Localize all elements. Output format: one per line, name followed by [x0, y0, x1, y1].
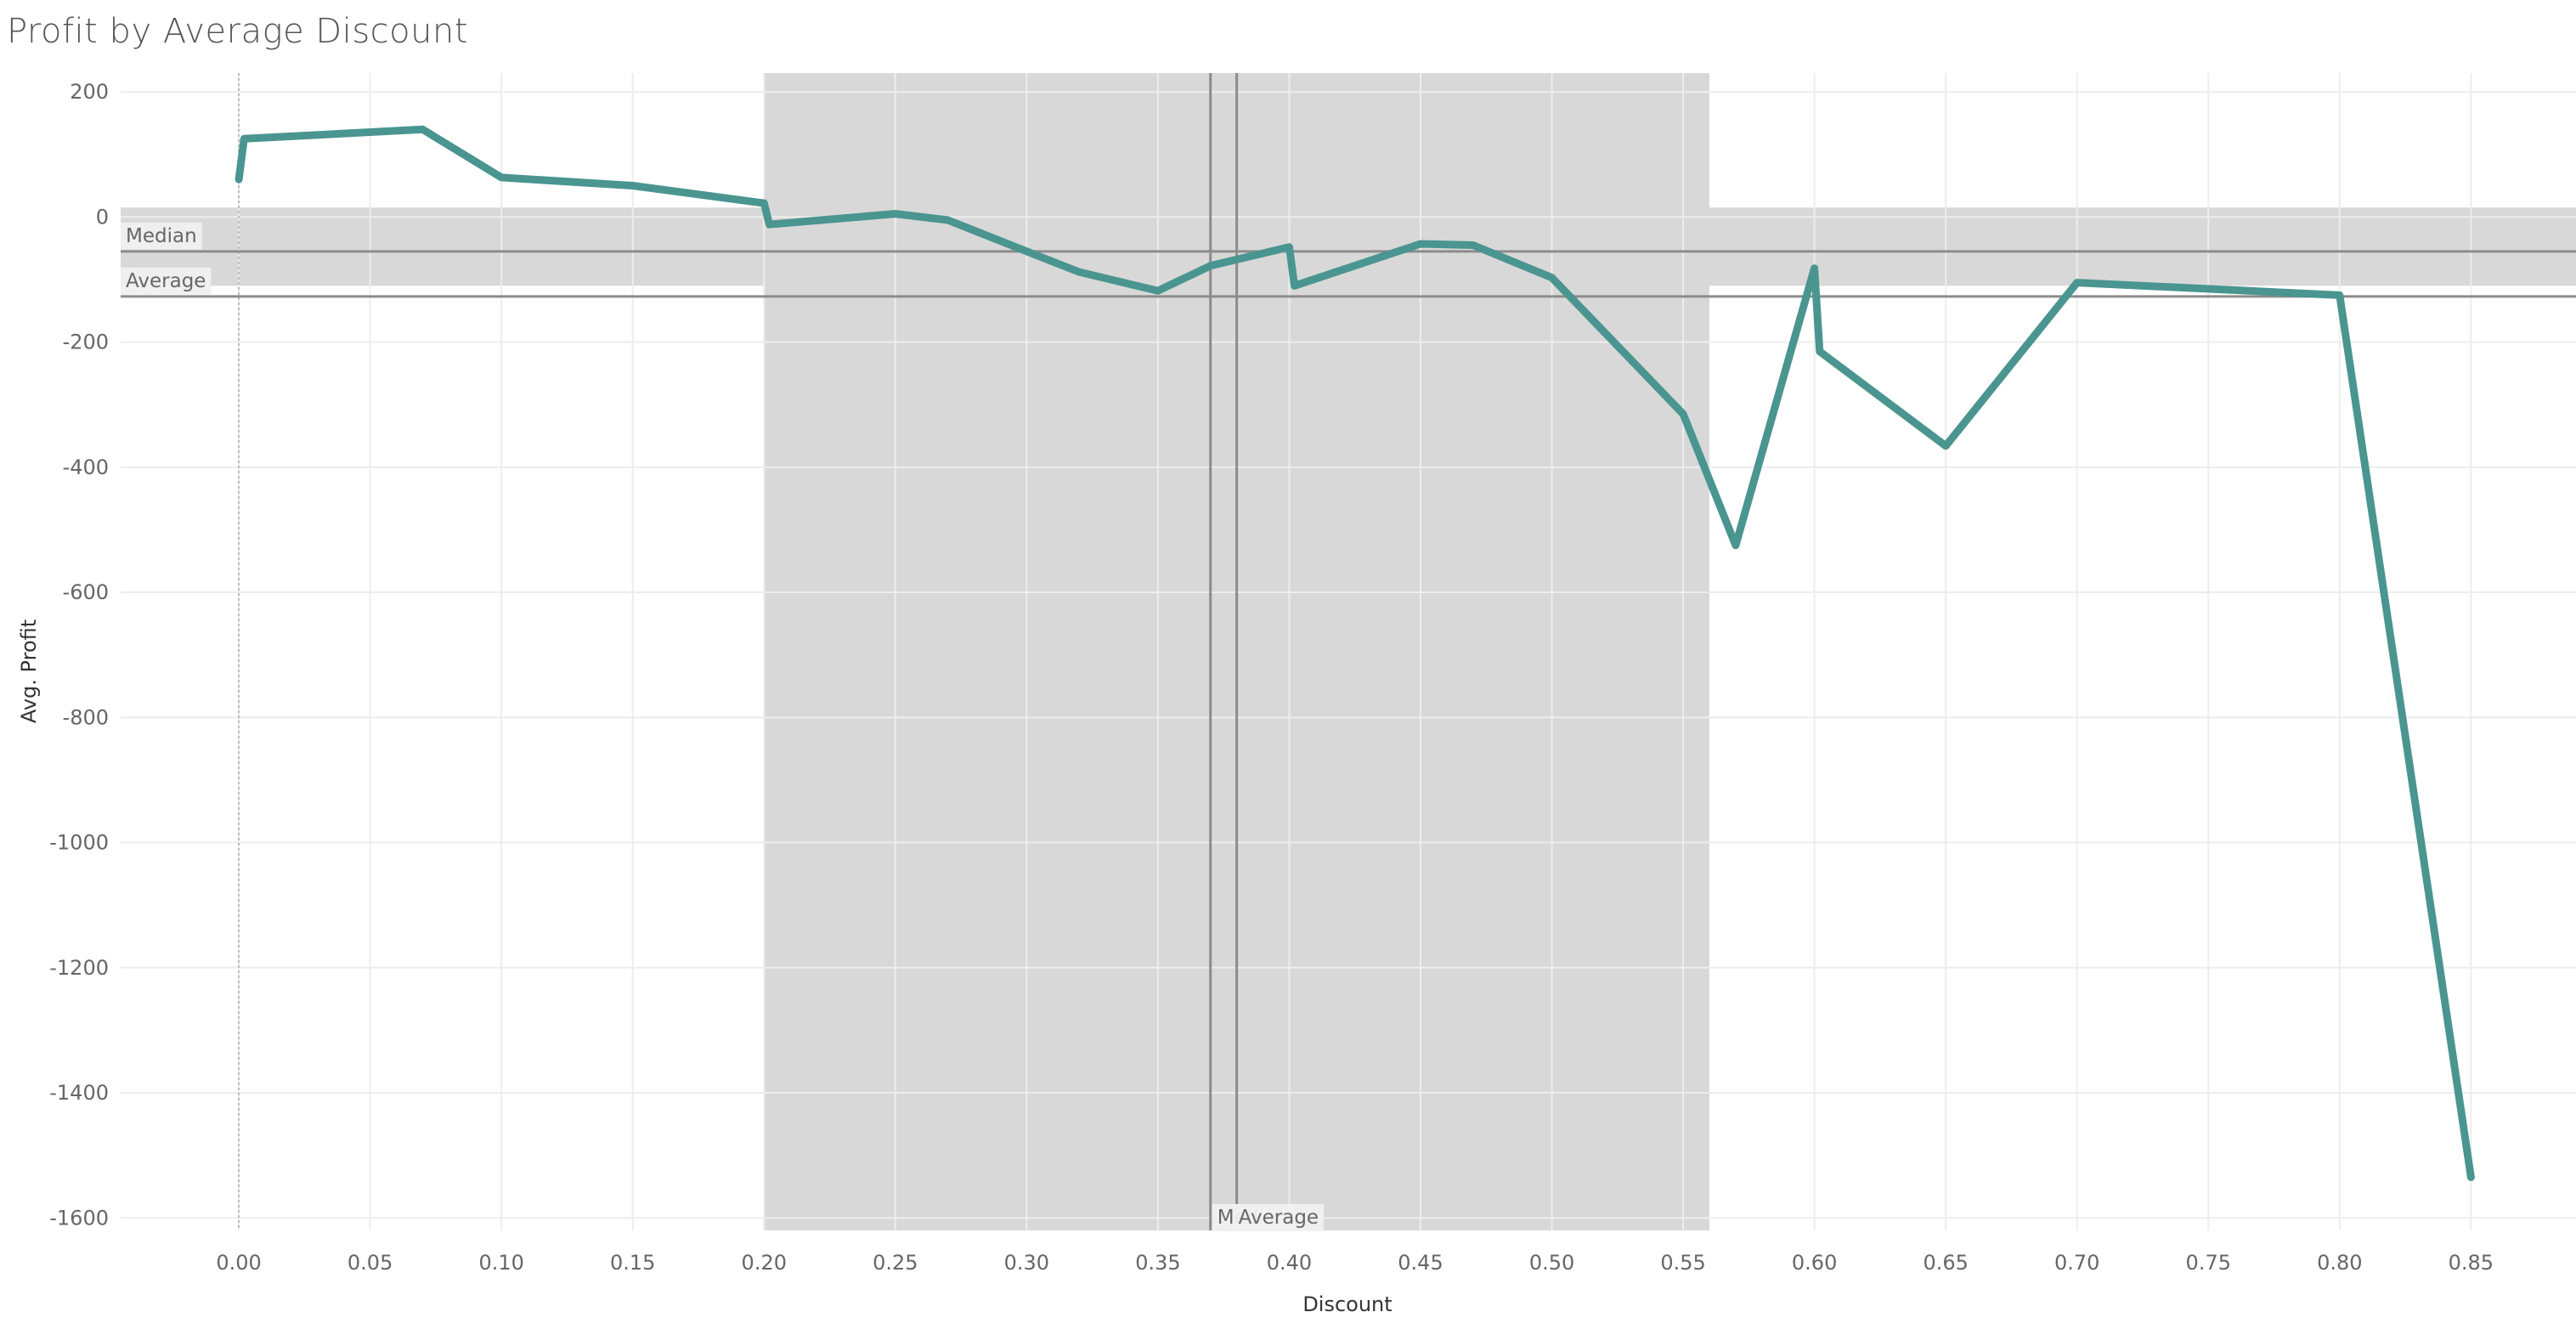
reference-labels: MedianAverageMedianAverage — [121, 222, 1325, 1231]
y-axis-title: Avg. Profit — [17, 619, 41, 723]
y-tick-label: -1000 — [49, 831, 109, 855]
grid-lines — [121, 73, 2576, 1230]
y-tick-label: 0 — [96, 205, 109, 229]
x-tick-label: 0.65 — [1923, 1251, 1968, 1275]
x-tick-label: 0.25 — [873, 1251, 918, 1275]
chart-title: Profit by Average Discount — [7, 12, 469, 51]
x-tick-label: 0.80 — [2317, 1251, 2362, 1275]
x-tick-label: 0.15 — [610, 1251, 655, 1275]
x-tick-label: 0.50 — [1529, 1251, 1574, 1275]
reference-label-y-bg — [121, 222, 202, 250]
x-tick-label: 0.00 — [216, 1251, 261, 1275]
axis-ticks: 0.00 0.05 0.10 0.15 0.20 0.25 0.30 0.35 0.40 0.45… — [49, 80, 2494, 1275]
reference-label-y-bg — [121, 267, 212, 295]
y-tick-label: -600 — [63, 580, 109, 604]
series-layer — [234, 125, 2475, 1181]
y-tick-label: -1600 — [49, 1206, 109, 1230]
y-tick-label: -800 — [63, 705, 109, 729]
x-tick-label: 0.55 — [1660, 1251, 1705, 1275]
reference-band-y — [121, 207, 2576, 286]
y-tick-label: -400 — [63, 455, 109, 479]
y-tick-label: 200 — [70, 80, 109, 104]
x-tick-label: 0.35 — [1135, 1251, 1180, 1275]
x-tick-label: 0.75 — [2186, 1251, 2231, 1275]
x-tick-label: 0.60 — [1792, 1251, 1837, 1275]
x-tick-label: 0.10 — [478, 1251, 523, 1275]
x-tick-label: 0.30 — [1004, 1251, 1049, 1275]
reference-lines — [121, 73, 2576, 1230]
reference-label-x-bg — [1233, 1204, 1325, 1231]
series-line — [234, 125, 2475, 1181]
y-tick-label: -1200 — [49, 956, 109, 980]
reference-label-y: Median — [126, 225, 197, 247]
reference-label-x: Average — [1239, 1207, 1319, 1229]
x-tick-label: 0.70 — [2054, 1251, 2099, 1275]
x-tick-label: 0.85 — [2449, 1251, 2494, 1275]
x-tick-label: 0.20 — [742, 1251, 787, 1275]
y-tick-label: -200 — [63, 331, 109, 354]
y-tick-label: -1400 — [49, 1081, 109, 1105]
reference-label-y: Average — [126, 270, 206, 292]
x-tick-label: 0.05 — [347, 1251, 393, 1275]
x-tick-label: 0.40 — [1267, 1251, 1312, 1275]
x-tick-label: 0.45 — [1398, 1251, 1443, 1275]
x-axis-title: Discount — [1302, 1292, 1392, 1316]
